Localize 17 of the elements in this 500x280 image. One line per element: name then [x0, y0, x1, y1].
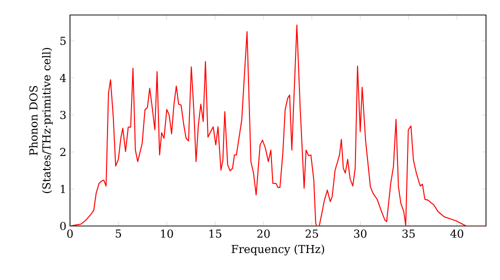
- y-tick-label: 4: [60, 74, 66, 82]
- x-tick-label: 15: [209, 230, 222, 238]
- y-tick-label: 1: [60, 184, 65, 194]
- y-tick-label: 0: [60, 222, 66, 230]
- x-tick-label: 10: [161, 230, 173, 238]
- x-tick-label: 40: [450, 230, 464, 238]
- x-tick-label: 35: [402, 230, 415, 238]
- x-axis-title: Frequency (THz): [232, 244, 324, 256]
- y-tick-label: 5: [60, 36, 66, 45]
- x-tick-label: 5: [116, 230, 122, 238]
- x-tick-label: 0: [67, 230, 73, 238]
- x-tick-label: 30: [354, 230, 366, 238]
- y-tick-label: 3: [60, 110, 66, 120]
- y-axis-title: Phonon DOS (States/THz·primitive cell): [29, 48, 53, 194]
- y-tick-label: 2: [60, 148, 66, 156]
- x-tick-label: 25: [306, 230, 318, 238]
- x-tick-label: 20: [257, 230, 270, 238]
